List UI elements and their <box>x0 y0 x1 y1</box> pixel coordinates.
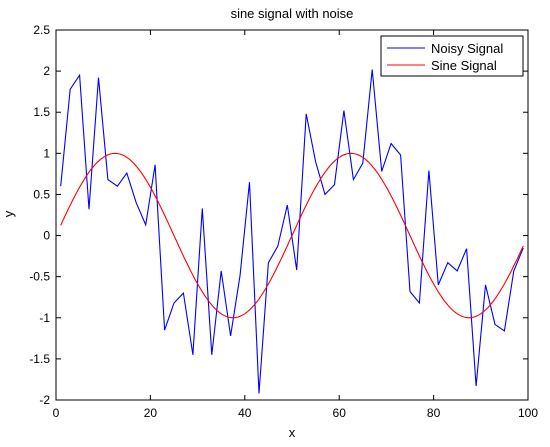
x-tick-label: 20 <box>144 406 158 420</box>
legend-label: Noisy Signal <box>431 41 503 56</box>
y-tick-label: 1 <box>43 146 50 160</box>
legend-label: Sine Signal <box>431 58 497 73</box>
x-tick-label: 100 <box>518 406 538 420</box>
series-line-sine-signal <box>60 152 524 319</box>
plot-area: 0 20 40 60 80 100 -2 -1.5 -1 -0.5 0 0.5 1 1.5 2 2.5 <box>29 23 538 420</box>
y-axis-label: y <box>1 210 16 217</box>
legend: Noisy Signal Sine Signal <box>380 35 524 77</box>
x-tick-label: 60 <box>333 406 347 420</box>
x-tick-label: 40 <box>238 406 252 420</box>
y-tick-label: 2 <box>43 64 50 78</box>
y-tick-label: 2.5 <box>33 23 50 37</box>
y-tick-label: 1.5 <box>33 105 50 119</box>
y-tick-label: -2 <box>39 393 50 407</box>
x-tick-label: 0 <box>53 406 60 420</box>
y-tick-label: 0.5 <box>33 187 50 201</box>
legend-box <box>380 35 524 77</box>
y-tick-label: -1 <box>39 311 50 325</box>
y-tick-label: -1.5 <box>29 352 50 366</box>
x-tick-label: 80 <box>427 406 441 420</box>
y-tick-label: -0.5 <box>29 270 50 284</box>
axes-frame <box>55 29 529 401</box>
y-tick-label: 0 <box>43 229 50 243</box>
chart-title: sine signal with noise <box>231 6 354 21</box>
x-axis-label: x <box>289 425 296 440</box>
series-line-noisy-signal <box>60 69 524 394</box>
